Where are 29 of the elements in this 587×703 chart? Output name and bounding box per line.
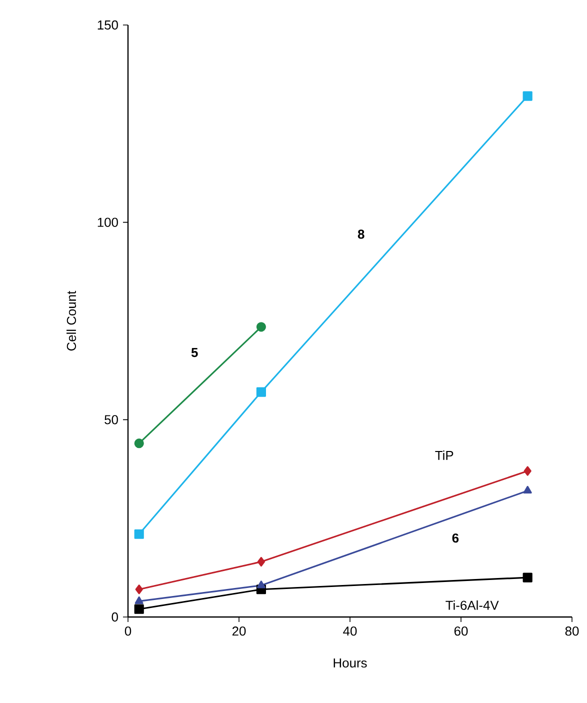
series-label: 5 (191, 348, 198, 358)
x-tick-label: 20 (232, 626, 246, 636)
y-tick-label: 100 (98, 218, 118, 227)
x-axis-title: Hours (334, 658, 367, 668)
series-label: 8 (358, 230, 364, 239)
x-tick-label: 0 (124, 626, 132, 636)
point (134, 604, 144, 614)
text: TiP (435, 450, 454, 460)
point (256, 322, 266, 332)
x-tick-label: 80 (565, 626, 579, 636)
point (257, 556, 265, 567)
point (135, 584, 143, 594)
point (134, 529, 144, 539)
point (522, 91, 532, 101)
x-tick-label: 40 (343, 626, 357, 636)
point (134, 438, 144, 448)
y-tick-label: 0 (112, 612, 118, 622)
x-tick-label: 60 (454, 626, 468, 636)
y-tick-label: 150 (98, 20, 118, 30)
point (524, 466, 532, 476)
series-label: Ti-6Al-4V (446, 600, 499, 610)
point (134, 596, 144, 604)
series-label: 6 (452, 533, 459, 543)
point (256, 580, 266, 588)
y-axis-title: Cell Count (66, 290, 76, 351)
point (256, 387, 266, 397)
y-tick-label: 50 (104, 415, 118, 424)
point (522, 572, 532, 582)
point (523, 486, 532, 494)
